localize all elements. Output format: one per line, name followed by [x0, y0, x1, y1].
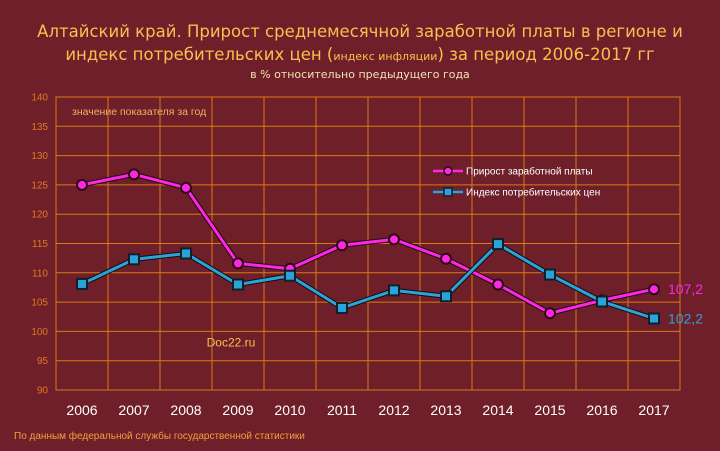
y-tick-label: 100 — [31, 327, 48, 338]
series-wage-point — [336, 239, 348, 252]
x-tick-label: 2011 — [327, 402, 357, 418]
series-wage-end-label: 107,2 — [668, 281, 703, 297]
x-tick-label: 2010 — [274, 402, 305, 418]
series-cpi-point — [232, 278, 244, 291]
legend-wage-label: Прирост заработной платы — [466, 166, 593, 178]
series-cpi-point — [284, 269, 296, 282]
series-cpi-point — [440, 290, 452, 303]
legend-cpi-label: Индекс потребительских цен — [466, 187, 600, 199]
y-tick-label: 105 — [31, 298, 48, 309]
series-wage-point — [544, 307, 556, 320]
series-cpi-point — [544, 268, 556, 281]
title-line2-small: индекс инфляции — [333, 50, 438, 63]
series-cpi-end-label: 102,2 — [668, 311, 703, 327]
y-tick-label: 115 — [32, 239, 48, 250]
legend-wage-marker — [443, 166, 453, 176]
series-wage-point — [440, 252, 452, 265]
y-tick-label: 120 — [31, 210, 48, 221]
series-cpi-point — [336, 301, 348, 314]
y-tick-label: 135 — [31, 122, 48, 133]
series-wage-point — [388, 233, 400, 246]
series-wage-point — [648, 283, 660, 296]
y-tick-label: 90 — [37, 386, 49, 397]
x-tick-label: 2013 — [430, 402, 461, 418]
chart-title-line1: Алтайский край. Прирост среднемесячной з… — [37, 22, 683, 41]
series-wage-line — [81, 172, 655, 315]
y-tick-label: 140 — [31, 93, 48, 104]
y-tick-label: 125 — [31, 180, 48, 191]
legend-cpi-marker — [443, 187, 453, 197]
y-tick-label: 110 — [32, 268, 48, 279]
series-cpi-point — [492, 238, 504, 251]
series-wage-point — [492, 278, 504, 291]
x-tick-label: 2006 — [66, 402, 97, 418]
y-tick-label: 130 — [31, 151, 48, 162]
series-wage-point — [76, 178, 88, 191]
series-cpi-point — [76, 277, 88, 290]
axis-note-label: значение показателя за год — [72, 106, 206, 118]
chart-title-line2: индекс потребительских цен (индекс инфля… — [0, 45, 720, 64]
x-tick-label: 2015 — [534, 402, 565, 418]
title-line2-end: ) за период 2006-2017 гг — [437, 45, 655, 64]
series-cpi-point — [128, 253, 140, 266]
series-cpi-point — [648, 312, 660, 325]
series-wage-point — [232, 257, 244, 270]
series-wage-point — [180, 181, 192, 194]
series-cpi-line — [81, 242, 655, 320]
y-tick-label: 95 — [37, 356, 49, 367]
x-tick-label: 2016 — [586, 402, 617, 418]
x-tick-label: 2007 — [118, 402, 149, 418]
series-cpi-point — [388, 284, 400, 297]
series-cpi-point — [180, 247, 192, 260]
watermark-text: Doc22.ru — [207, 336, 256, 350]
x-tick-label: 2012 — [378, 402, 409, 418]
x-tick-label: 2017 — [638, 402, 669, 418]
title-line2-main: индекс потребительских цен ( — [65, 45, 334, 64]
x-tick-label: 2009 — [222, 402, 253, 418]
series-cpi-point — [596, 295, 608, 308]
source-footer: По данным федеральной службы государстве… — [14, 431, 305, 442]
x-tick-label: 2008 — [170, 402, 201, 418]
chart-subtitle: в % относительно предыдущего года — [250, 68, 470, 81]
x-tick-label: 2014 — [482, 402, 513, 418]
series-wage-point — [128, 168, 140, 181]
